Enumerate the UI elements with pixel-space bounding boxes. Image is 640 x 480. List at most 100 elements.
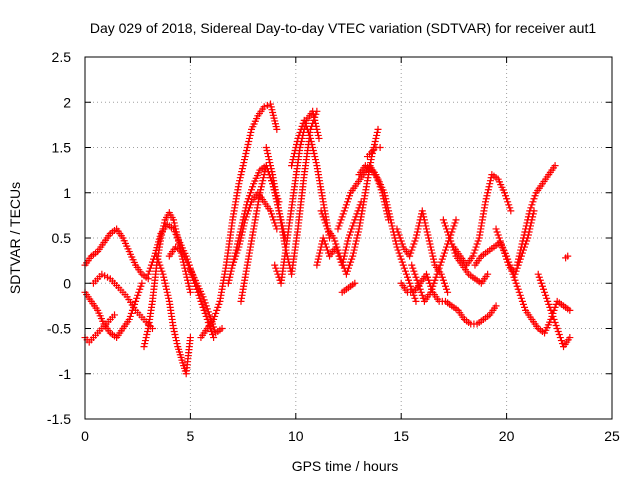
data-point: [353, 234, 361, 242]
data-point: [236, 177, 244, 185]
data-point: [315, 134, 323, 142]
data-point: [241, 216, 249, 224]
data-point: [203, 305, 211, 313]
data-point: [420, 216, 428, 224]
series-arc-31: [534, 270, 574, 351]
data-point: [498, 243, 506, 251]
data-point: [385, 210, 393, 218]
data-point: [415, 222, 423, 230]
series-arc-08: [165, 243, 218, 342]
data-point: [504, 258, 512, 266]
data-point: [308, 140, 316, 148]
series-arc-03: [81, 311, 119, 346]
data-point: [201, 309, 209, 317]
data-point: [348, 225, 356, 233]
data-point: [370, 140, 378, 148]
data-point: [430, 279, 438, 287]
data-point: [339, 210, 347, 218]
data-point: [186, 334, 194, 342]
data-point: [350, 246, 358, 254]
data-point: [314, 131, 322, 139]
data-point: [427, 243, 435, 251]
data-point: [153, 252, 161, 260]
data-point: [242, 150, 250, 158]
data-point: [412, 234, 420, 242]
data-point: [351, 243, 359, 251]
data-point: [494, 231, 502, 239]
data-point: [441, 222, 449, 230]
data-point: [240, 222, 248, 230]
data-point: [145, 267, 153, 275]
data-point: [507, 207, 515, 215]
data-point: [451, 219, 459, 227]
data-point: [300, 116, 308, 124]
data-point: [262, 144, 270, 151]
data-point: [184, 279, 192, 287]
data-point: [243, 210, 251, 218]
data-point: [474, 237, 482, 245]
data-point: [231, 255, 239, 263]
data-point: [125, 315, 133, 323]
data-point: [160, 273, 168, 281]
data-point: [424, 231, 432, 239]
data-point: [311, 156, 319, 164]
data-point: [332, 240, 340, 248]
data-point: [172, 337, 180, 345]
data-point: [470, 249, 478, 257]
data-point: [393, 225, 401, 233]
data-point: [387, 216, 395, 224]
data-point: [294, 134, 302, 142]
data-point: [382, 195, 390, 203]
data-point: [342, 243, 350, 251]
chart-title: Day 029 of 2018, Sidereal Day-to-day VTE…: [90, 20, 597, 36]
data-point: [337, 216, 345, 224]
data-point: [163, 288, 171, 296]
series-arc-27: [450, 171, 515, 269]
data-point: [497, 240, 505, 248]
data-point: [185, 264, 193, 272]
data-point: [172, 334, 180, 342]
data-point: [318, 210, 326, 218]
data-point: [387, 219, 395, 227]
data-point: [417, 288, 425, 296]
data-point: [259, 174, 267, 182]
data-point: [423, 228, 431, 236]
data-point: [441, 246, 449, 254]
data-point: [289, 156, 297, 164]
data-point: [143, 331, 151, 339]
data-point: [552, 321, 560, 329]
data-point: [550, 315, 558, 323]
series-arc-15: [271, 107, 323, 287]
data-point: [549, 312, 557, 320]
data-point: [271, 261, 279, 269]
data-point: [502, 252, 510, 260]
data-point: [210, 334, 218, 342]
data-point: [270, 216, 278, 224]
data-point: [408, 261, 416, 269]
data-point: [273, 267, 281, 275]
data-point: [514, 258, 522, 266]
data-point: [316, 246, 324, 254]
data-point: [269, 213, 277, 221]
y-tick-label: 2: [63, 94, 71, 110]
data-point: [505, 201, 513, 209]
data-point: [273, 125, 281, 133]
data-point: [503, 255, 511, 263]
data-point: [306, 131, 314, 139]
data-point: [236, 174, 244, 182]
data-point: [519, 300, 527, 308]
data-point: [226, 273, 234, 281]
data-point: [162, 282, 170, 290]
data-point: [241, 153, 249, 161]
series-arc-29: [492, 207, 538, 278]
data-point: [415, 282, 423, 290]
data-point: [395, 231, 403, 239]
data-point: [265, 156, 273, 164]
data-point: [157, 264, 165, 272]
data-point: [154, 255, 162, 263]
data-point: [425, 234, 433, 242]
data-point: [426, 240, 434, 248]
data-point: [413, 276, 421, 284]
data-point: [146, 264, 154, 272]
series-arc-10: [197, 100, 281, 342]
